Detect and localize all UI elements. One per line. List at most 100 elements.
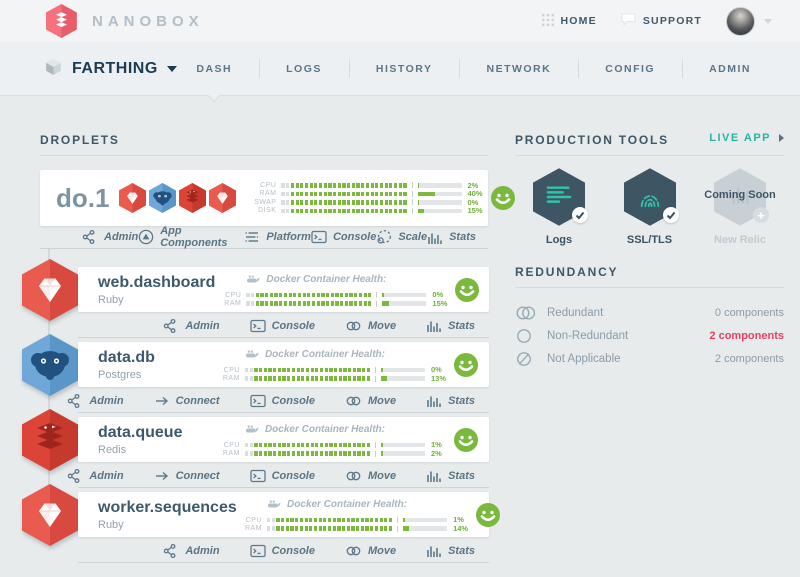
nanobox-logo[interactable]: NANOBOX xyxy=(46,4,204,38)
docker-whale-icon xyxy=(245,346,259,364)
docker-whale-icon xyxy=(245,421,259,439)
server-actions: Admin App Components Platform Console Scale S… xyxy=(40,225,488,249)
action-stats[interactable]: Stats xyxy=(426,393,475,408)
production-tools: Logs SSL/TLS Coming Soon + New Relic xyxy=(515,168,784,246)
redundancy-count: 2 components xyxy=(714,352,784,365)
check-badge-icon xyxy=(572,207,588,223)
action-stats[interactable]: Stats xyxy=(426,543,475,558)
tab-logs[interactable]: LOGS xyxy=(259,42,349,95)
component-name: data.db xyxy=(98,348,155,366)
tab-admin[interactable]: ADMIN xyxy=(682,42,778,95)
action-admin[interactable]: Admin xyxy=(67,468,124,484)
action-stats[interactable]: Stats xyxy=(426,318,475,333)
tool-ssl-tls[interactable]: SSL/TLS xyxy=(606,168,694,246)
docker-health-label: Docker Container Health: xyxy=(287,499,408,510)
component-name: data.queue xyxy=(98,423,183,441)
action-admin[interactable]: Admin xyxy=(163,318,220,334)
app-name: FARTHING xyxy=(72,59,158,77)
live-app-label: LIVE APP xyxy=(709,132,771,144)
redundancy-row-not-applicable: Not Applicable 2 components xyxy=(515,347,784,370)
redundancy-label: Non-Redundant xyxy=(547,329,629,342)
support-label: SUPPORT xyxy=(642,15,702,27)
meter-cpu: CPU 1% xyxy=(223,440,442,450)
component-row-web-dashboard: web.dashboard Ruby Docker Container Health… xyxy=(22,259,489,338)
action-console[interactable]: Console xyxy=(249,394,315,408)
component-name: web.dashboard xyxy=(98,273,216,291)
stats-icon xyxy=(426,393,442,408)
user-menu[interactable] xyxy=(726,6,772,36)
action-connect[interactable]: Connect xyxy=(154,393,220,409)
action-admin[interactable]: Admin xyxy=(67,393,124,409)
redundancy-count: 2 components xyxy=(709,329,784,342)
move-icon xyxy=(345,468,362,484)
action-move[interactable]: Move xyxy=(345,318,396,334)
tool-logs[interactable]: Logs xyxy=(515,168,603,246)
redundancy-label: Redundant xyxy=(547,306,604,319)
action-console[interactable]: Console xyxy=(249,544,315,558)
postgres-hexagon-icon xyxy=(149,183,177,213)
nanobox-logo-icon xyxy=(46,4,77,38)
tab-label: NETWORK xyxy=(486,62,552,75)
action-stats[interactable]: Stats xyxy=(427,230,476,245)
meter-cpu: CPU 1% xyxy=(245,515,464,525)
ssl-hexagon-icon xyxy=(623,168,679,226)
action-stats[interactable]: Stats xyxy=(426,468,475,483)
meter-ram: RAM 40% xyxy=(259,189,483,198)
tab-config[interactable]: CONFIG xyxy=(578,42,682,95)
redundancy-title: REDUNDANCY xyxy=(515,265,619,279)
component-type: Redis xyxy=(98,443,127,456)
docker-whale-icon xyxy=(267,496,281,514)
divider xyxy=(515,287,784,288)
move-icon xyxy=(345,543,362,559)
component-actions: Admin Connect Console Move Stats xyxy=(68,464,489,488)
connect-icon xyxy=(154,468,170,484)
tab-dash[interactable]: DASH xyxy=(169,42,259,95)
user-avatar xyxy=(726,6,755,36)
tab-label: LOGS xyxy=(286,62,322,75)
platform-icon xyxy=(244,229,260,245)
action-console[interactable]: Console xyxy=(311,230,376,244)
tab-label: ADMIN xyxy=(709,62,751,75)
action-platform[interactable]: Platform xyxy=(244,229,311,245)
logs-hexagon-icon xyxy=(533,168,588,226)
stats-icon xyxy=(426,318,442,333)
divider xyxy=(515,155,784,156)
components-icon xyxy=(138,229,154,245)
server-card-do1: do.1 CPU 2% RAM 40% SWAP 0% DISK 15% xyxy=(40,170,515,226)
ruby-hexagon-icon xyxy=(119,183,147,213)
redundancy-row-redundant: Redundant 0 components xyxy=(515,301,784,324)
live-app-link[interactable]: LIVE APP xyxy=(709,132,784,144)
admin-icon xyxy=(163,318,179,334)
support-link[interactable]: SUPPORT xyxy=(621,13,702,29)
meter-ram: RAM 14% xyxy=(244,523,469,533)
top-header: NANOBOX HOME SUPPORT xyxy=(0,0,800,42)
not-applicable-icon xyxy=(515,351,540,367)
action-console[interactable]: Console xyxy=(249,319,315,333)
postgres-hexagon-icon xyxy=(22,334,78,396)
action-app-components[interactable]: App Components xyxy=(138,225,244,249)
connect-icon xyxy=(154,393,170,409)
action-scale[interactable]: Scale xyxy=(376,229,427,245)
check-badge-icon xyxy=(662,207,679,223)
meter-cpu: CPU 0% xyxy=(225,290,444,300)
action-connect[interactable]: Connect xyxy=(154,468,220,484)
server-component-icons xyxy=(119,183,237,213)
action-move[interactable]: Move xyxy=(345,543,396,559)
action-admin[interactable]: Admin xyxy=(163,543,220,559)
scale-icon xyxy=(376,229,392,245)
docker-health-label: Docker Container Health: xyxy=(264,424,385,435)
action-admin[interactable]: Admin xyxy=(82,229,138,245)
app-switcher[interactable]: FARTHING xyxy=(44,42,177,95)
tab-network[interactable]: NETWORK xyxy=(459,42,578,95)
plus-badge-icon: + xyxy=(753,207,769,223)
action-move[interactable]: Move xyxy=(345,393,396,409)
tab-history[interactable]: HISTORY xyxy=(348,42,460,95)
tool-label: Logs xyxy=(545,234,573,246)
newrelic-hexagon-icon: Coming Soon + xyxy=(704,168,776,226)
home-link[interactable]: HOME xyxy=(541,13,597,29)
console-icon xyxy=(311,230,327,244)
action-console[interactable]: Console xyxy=(249,469,315,483)
redundancy-row-non-redundant: Non-Redundant 2 components xyxy=(515,324,784,347)
docker-health: Docker Container Health: CPU 1% RAM 14% xyxy=(236,496,475,534)
action-move[interactable]: Move xyxy=(345,468,396,484)
